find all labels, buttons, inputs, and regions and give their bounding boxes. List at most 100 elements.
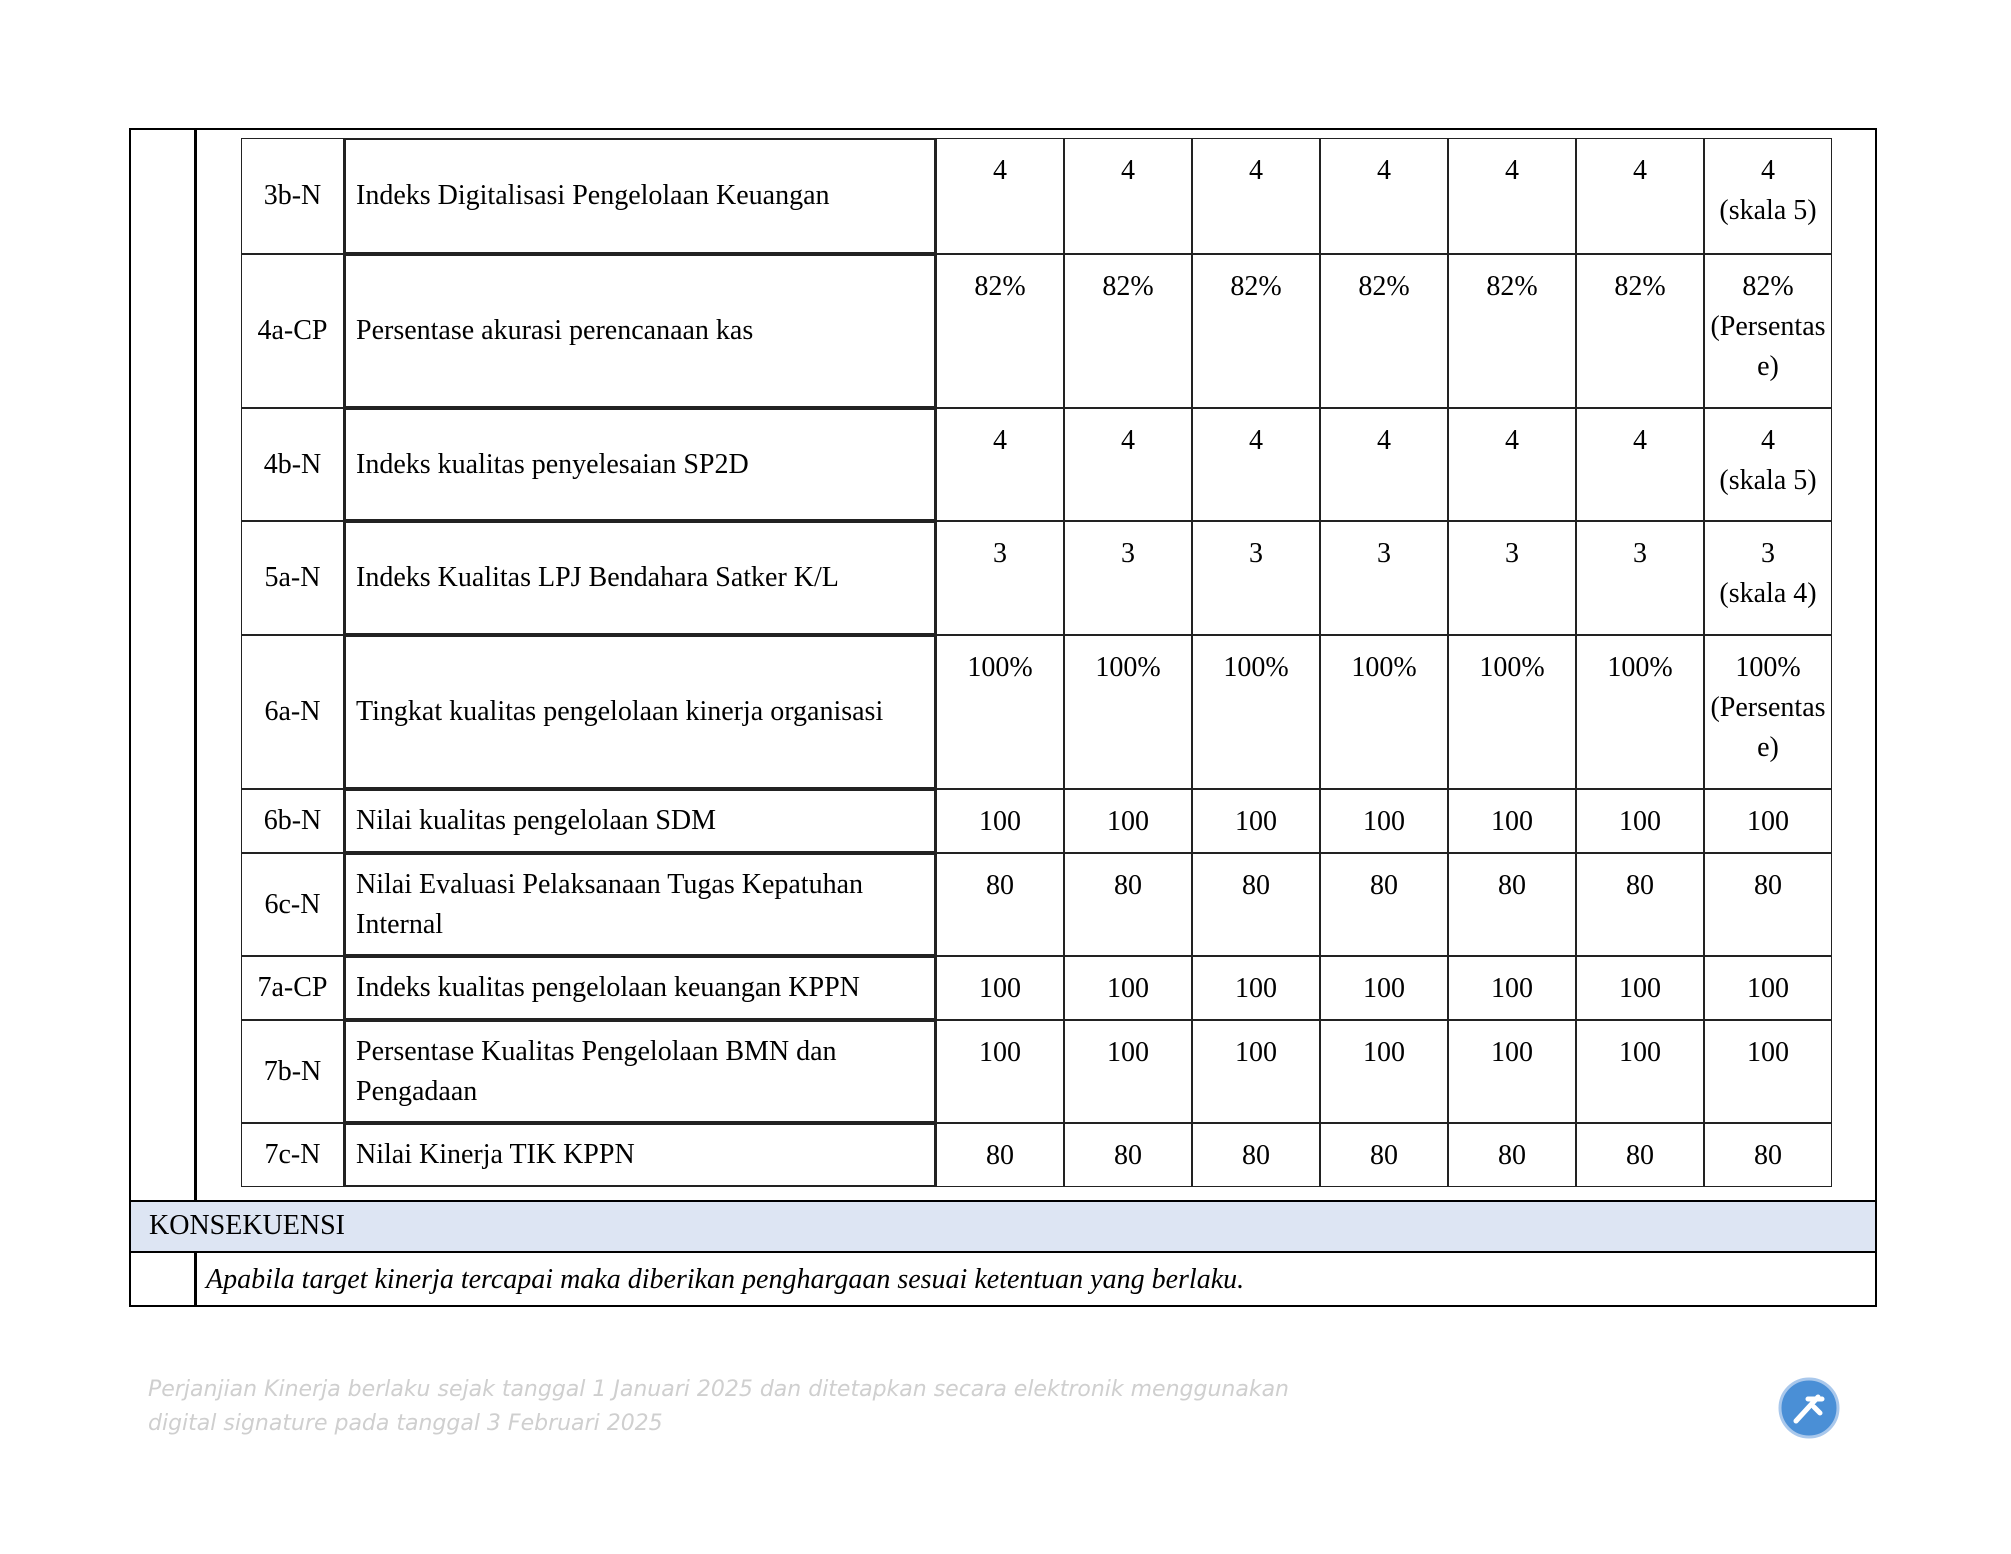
footer-line: digital signature pada tanggal 3 Februar… xyxy=(148,1411,663,1436)
target-cell: 80 xyxy=(936,1123,1064,1187)
target-cell: 80 xyxy=(1704,853,1832,956)
target-cell: 3 (skala 4) xyxy=(1704,521,1832,635)
row-indicator: Indeks Kualitas LPJ Bendahara Satker K/L xyxy=(344,521,936,635)
target-cell: 100% xyxy=(1320,635,1448,789)
target-cell: 80 xyxy=(1704,1123,1832,1187)
row-indicator: Persentase akurasi perencanaan kas xyxy=(344,254,936,408)
row-indicator: Indeks Digitalisasi Pengelolaan Keuangan xyxy=(344,138,936,254)
inner-rule xyxy=(194,1253,197,1307)
row-indicator: Nilai kualitas pengelolaan SDM xyxy=(344,789,936,853)
target-cell: 3 xyxy=(1064,521,1192,635)
target-cell: 4 (skala 5) xyxy=(1704,408,1832,521)
row-indicator: Indeks kualitas penyelesaian SP2D xyxy=(344,408,936,521)
row-code: 5a-N xyxy=(241,521,344,635)
target-cell: 82% xyxy=(1320,254,1448,408)
target-cell: 100 xyxy=(1576,956,1704,1020)
consequence-text: Apabila target kinerja tercapai maka dib… xyxy=(206,1264,1245,1295)
target-cell: 80 xyxy=(1192,1123,1320,1187)
target-cell: 100 xyxy=(1704,1020,1832,1123)
target-cell: 4 xyxy=(1192,138,1320,254)
target-cell: 100% (Persentase) xyxy=(1704,635,1832,789)
row-indicator: Tingkat kualitas pengelolaan kinerja org… xyxy=(344,635,936,789)
target-cell: 4 xyxy=(1320,138,1448,254)
target-cell: 80 xyxy=(1448,853,1576,956)
target-cell: 4 xyxy=(1192,408,1320,521)
target-cell: 80 xyxy=(936,853,1064,956)
row-code: 6a-N xyxy=(241,635,344,789)
target-cell: 100% xyxy=(936,635,1064,789)
target-cell: 4 xyxy=(1576,408,1704,521)
target-cell: 4 (skala 5) xyxy=(1704,138,1832,254)
target-unit: (skala 5) xyxy=(1719,195,1817,226)
target-cell: 4 xyxy=(1320,408,1448,521)
row-code: 4b-N xyxy=(241,408,344,521)
target-cell: 3 xyxy=(1320,521,1448,635)
target-cell: 80 xyxy=(1064,853,1192,956)
target-cell: 4 xyxy=(1064,138,1192,254)
target-cell: 100 xyxy=(1192,789,1320,853)
target-cell: 3 xyxy=(1448,521,1576,635)
target-cell: 82% xyxy=(936,254,1064,408)
target-cell: 100 xyxy=(1448,1020,1576,1123)
target-cell: 100 xyxy=(1192,956,1320,1020)
target-cell: 3 xyxy=(936,521,1064,635)
row-code: 7c-N xyxy=(241,1123,344,1187)
target-cell: 100 xyxy=(1576,789,1704,853)
target-cell: 80 xyxy=(1064,1123,1192,1187)
target-cell: 100 xyxy=(1448,789,1576,853)
target-cell: 82% (Persentase) xyxy=(1704,254,1832,408)
footer-line: Perjanjian Kinerja berlaku sejak tanggal… xyxy=(148,1377,1290,1402)
target-cell: 100 xyxy=(1576,1020,1704,1123)
target-unit: (Persentase) xyxy=(1710,311,1826,382)
target-value: 82% xyxy=(1742,271,1794,302)
target-cell: 100 xyxy=(1064,956,1192,1020)
target-cell: 80 xyxy=(1576,1123,1704,1187)
target-cell: 82% xyxy=(1576,254,1704,408)
target-cell: 100% xyxy=(1448,635,1576,789)
target-cell: 80 xyxy=(1320,1123,1448,1187)
target-cell: 82% xyxy=(1192,254,1320,408)
target-cell: 100 xyxy=(1192,1020,1320,1123)
target-cell: 100 xyxy=(1064,789,1192,853)
target-cell: 100 xyxy=(1320,1020,1448,1123)
row-code: 7b-N xyxy=(241,1020,344,1123)
row-indicator: Nilai Kinerja TIK KPPN xyxy=(344,1123,936,1187)
target-cell: 4 xyxy=(1064,408,1192,521)
target-cell: 100% xyxy=(1576,635,1704,789)
target-cell: 100 xyxy=(936,789,1064,853)
row-code: 4a-CP xyxy=(241,254,344,408)
target-cell: 80 xyxy=(1576,853,1704,956)
target-unit: (Persentase) xyxy=(1710,692,1826,763)
target-cell: 80 xyxy=(1320,853,1448,956)
target-cell: 82% xyxy=(1064,254,1192,408)
target-cell: 100 xyxy=(936,956,1064,1020)
target-cell: 4 xyxy=(1576,138,1704,254)
target-cell: 3 xyxy=(1576,521,1704,635)
row-code: 6c-N xyxy=(241,853,344,956)
row-code: 3b-N xyxy=(241,138,344,254)
target-cell: 100 xyxy=(936,1020,1064,1123)
target-cell: 100 xyxy=(1320,789,1448,853)
target-cell: 100 xyxy=(1064,1020,1192,1123)
target-cell: 4 xyxy=(1448,408,1576,521)
target-cell: 4 xyxy=(936,408,1064,521)
row-code: 7a-CP xyxy=(241,956,344,1020)
target-cell: 4 xyxy=(1448,138,1576,254)
target-cell: 100 xyxy=(1704,956,1832,1020)
target-cell: 100 xyxy=(1320,956,1448,1020)
target-value: 4 xyxy=(1761,425,1775,456)
consequence-heading: KONSEKUENSI xyxy=(129,1200,1877,1253)
target-cell: 100 xyxy=(1448,956,1576,1020)
signature-logo xyxy=(1778,1377,1840,1439)
target-unit: (skala 4) xyxy=(1719,578,1817,609)
row-code: 6b-N xyxy=(241,789,344,853)
target-value: 3 xyxy=(1761,538,1775,569)
target-value: 100% xyxy=(1735,652,1801,683)
row-indicator: Nilai Evaluasi Pelaksanaan Tugas Kepatuh… xyxy=(344,853,936,956)
target-cell: 80 xyxy=(1192,853,1320,956)
target-cell: 82% xyxy=(1448,254,1576,408)
target-value: 4 xyxy=(1761,155,1775,186)
outer-frame xyxy=(129,128,1877,1307)
target-cell: 4 xyxy=(936,138,1064,254)
